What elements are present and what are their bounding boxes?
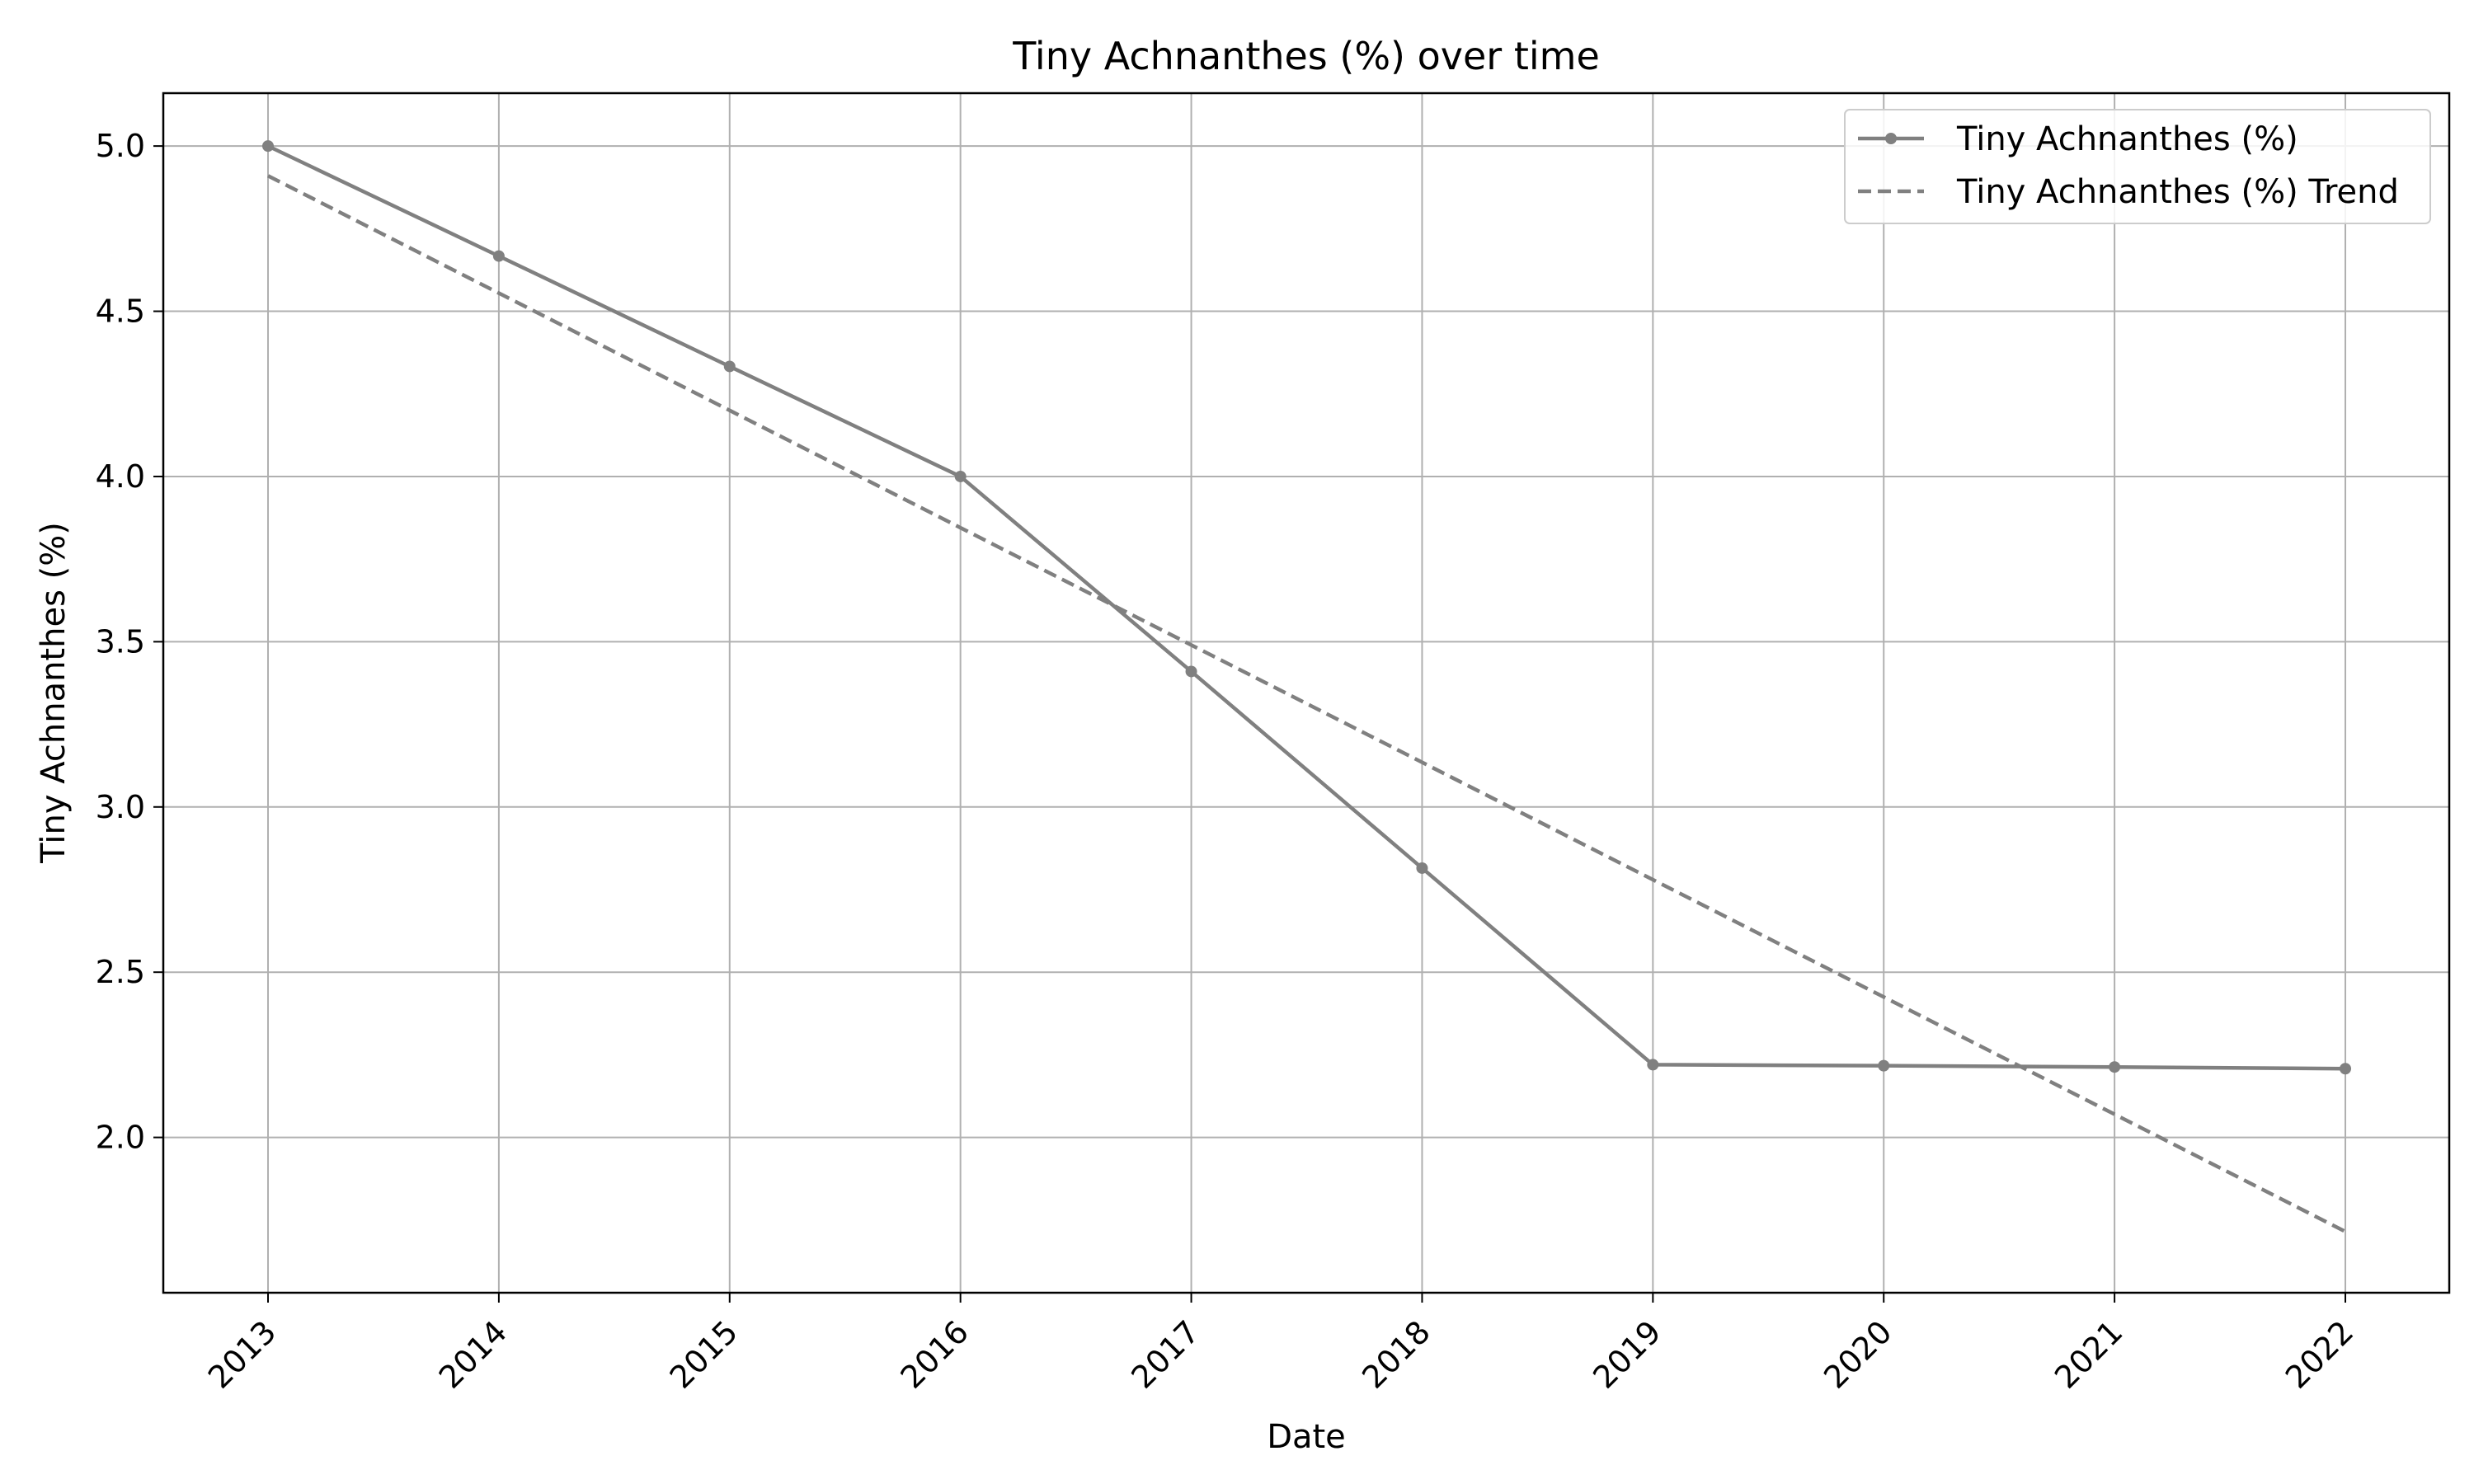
data-point-marker bbox=[1878, 1059, 1890, 1072]
y-tick-label: 4.5 bbox=[96, 294, 145, 330]
plot-frame bbox=[162, 92, 2451, 1294]
y-tick-label: 2.5 bbox=[96, 954, 145, 990]
y-tick-label: 5.0 bbox=[96, 128, 145, 164]
legend-box bbox=[1844, 109, 2431, 224]
legend-label-observed: Tiny Achnanthes (%) bbox=[1956, 120, 2298, 158]
grid bbox=[163, 93, 2449, 1293]
series-layer bbox=[262, 140, 2351, 1233]
legend: Tiny Achnanthes (%) Tiny Achnanthes (%) … bbox=[1844, 109, 2431, 224]
y-tick-label: 2.0 bbox=[96, 1120, 145, 1156]
y-tick-label: 4.0 bbox=[96, 458, 145, 495]
data-point-marker bbox=[1647, 1059, 1659, 1071]
chart-title: Tiny Achnanthes (%) over time bbox=[1012, 34, 1600, 78]
data-point-marker bbox=[2340, 1063, 2351, 1075]
data-point-marker bbox=[1416, 862, 1428, 874]
legend-marker-observed bbox=[1885, 133, 1897, 144]
y-tick-label: 3.5 bbox=[96, 623, 145, 660]
y-tick-label: 3.0 bbox=[96, 789, 145, 825]
legend-label-trend: Tiny Achnanthes (%) Trend bbox=[1956, 173, 2399, 211]
data-point-marker bbox=[262, 140, 274, 153]
data-point-marker bbox=[1185, 665, 1197, 678]
observed-series-line bbox=[266, 143, 2348, 1071]
data-point-marker bbox=[2109, 1061, 2121, 1073]
y-axis-label: Tiny Achnanthes (%) bbox=[35, 522, 73, 864]
x-axis-label: Date bbox=[1267, 1418, 1346, 1456]
trend-series-line bbox=[266, 174, 2347, 1233]
data-point-marker bbox=[954, 470, 967, 482]
data-point-marker bbox=[492, 250, 505, 262]
data-point-marker bbox=[723, 360, 736, 373]
